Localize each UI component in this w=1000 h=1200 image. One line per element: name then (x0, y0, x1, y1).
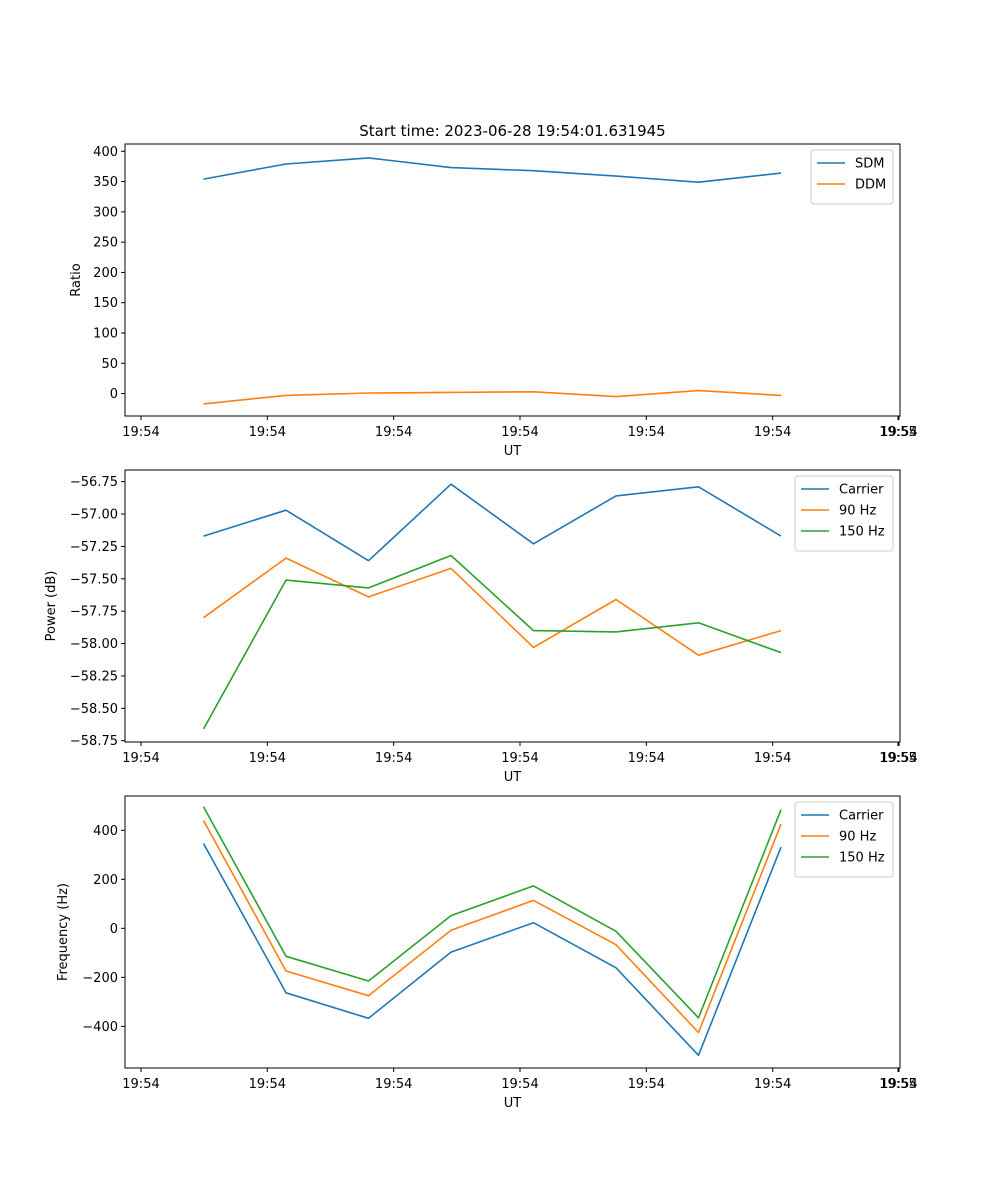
frequency-y-tick-label: −400 (82, 1020, 118, 1035)
frequency-y-tick-label: 400 (93, 824, 118, 839)
ratio-y-tick-label: 200 (93, 266, 118, 281)
frequency-x-tick-label: 19:54 (375, 1077, 412, 1092)
power-series-150-hz-line (202, 554, 782, 730)
ratio-x-axis-label: UT (504, 444, 522, 459)
ratio-legend-label: DDM (855, 178, 886, 193)
power-x-tick-label: 19:54 (122, 751, 159, 766)
power-x-tick-label: 19:54 (628, 751, 665, 766)
power-x-axis-label: UT (504, 770, 522, 785)
ratio-x-tick-label: 19:54 (249, 425, 286, 440)
power-x-tick-label: 19:54 (249, 751, 286, 766)
ratio-x-tick-label: 19:54 (501, 425, 538, 440)
ratio-y-tick-label: 100 (93, 327, 118, 342)
frequency-x-tick-label: 19:55 (879, 1077, 916, 1092)
ratio-y-axis-label: Ratio (69, 263, 84, 296)
power-y-tick-label: −58.75 (70, 734, 118, 749)
power-x-tick-label: 19:54 (880, 751, 917, 766)
frequency-series-carrier-line (202, 843, 782, 1057)
ratio-y-tick-label: 0 (110, 387, 118, 402)
ratio-y-tick-label: 350 (93, 175, 118, 190)
frequency-legend (794, 801, 894, 878)
power-axes-frame (124, 469, 901, 743)
power-x-tick-label: 19:55 (879, 751, 916, 766)
power-y-tick-label: −56.75 (70, 475, 118, 490)
frequency-axes-frame (124, 795, 901, 1069)
ratio-y-tick-label: 300 (93, 205, 118, 220)
ratio-x-tick-label: 19:54 (880, 425, 917, 440)
power-x-tick-label: 19:54 (754, 751, 791, 766)
frequency-x-tick-label: 19:54 (122, 1077, 159, 1092)
power-legend-label: 150 Hz (839, 525, 885, 540)
figure-title: Start time: 2023-06-28 19:54:01.631945 (359, 122, 665, 140)
frequency-y-axis-label: Frequency (Hz) (56, 883, 71, 981)
ratio-x-tick-label: 19:54 (754, 425, 791, 440)
power-y-tick-label: −58.25 (70, 669, 118, 684)
power-series-carrier-line (203, 483, 782, 562)
power-y-tick-label: −57.75 (70, 605, 118, 620)
power-x-tick-label: 19:54 (375, 751, 412, 766)
power-y-tick-label: −57.50 (70, 572, 118, 587)
power-y-tick-label: −57.00 (70, 508, 118, 523)
frequency-x-tick-label: 19:54 (501, 1077, 538, 1092)
frequency-legend-label: 90 Hz (839, 830, 876, 845)
power-legend-label: Carrier (839, 483, 884, 498)
frequency-legend-label: 150 Hz (839, 851, 885, 866)
ratio-y-tick-label: 400 (93, 145, 118, 160)
ratio-series-ddm-line (203, 389, 782, 405)
frequency-x-tick-label: 19:54 (880, 1077, 917, 1092)
power-legend-label: 90 Hz (839, 504, 876, 519)
power-x-tick-label: 19:54 (501, 751, 538, 766)
ratio-y-tick-label: 250 (93, 236, 118, 251)
frequency-y-tick-label: −200 (82, 971, 118, 986)
ratio-y-tick-label: 150 (93, 296, 118, 311)
ratio-series-sdm-line (203, 157, 782, 183)
power-y-tick-label: −57.25 (70, 540, 118, 555)
ratio-x-tick-label: 19:54 (122, 425, 159, 440)
ratio-x-tick-label: 19:54 (375, 425, 412, 440)
frequency-series-150-hz-line (202, 806, 782, 1019)
frequency-x-axis-label: UT (504, 1096, 522, 1111)
frequency-x-tick-label: 19:54 (754, 1077, 791, 1092)
ratio-x-tick-label: 19:54 (628, 425, 665, 440)
frequency-y-tick-label: 200 (93, 873, 118, 888)
frequency-panel: −400 −200 0 200 400 19:54 19:54 19:54 19:54 19:54… (56, 795, 918, 1111)
ratio-y-tick-label: 50 (101, 357, 118, 372)
power-panel: −58.75 −58.50 −58.25 −58.00 −57.75 −57.50 −57.… (44, 469, 918, 785)
power-legend (794, 475, 894, 552)
frequency-y-tick-label: 0 (110, 922, 118, 937)
frequency-legend-label: Carrier (839, 809, 884, 824)
frequency-x-tick-label: 19:54 (249, 1077, 286, 1092)
power-y-axis-label: Power (dB) (44, 571, 59, 642)
power-series-90-hz-line (203, 557, 782, 657)
power-y-tick-label: −58.00 (70, 637, 118, 652)
ratio-x-tick-label: 19:55 (879, 425, 916, 440)
frequency-x-tick-label: 19:54 (628, 1077, 665, 1092)
frequency-series-90-hz-line (202, 820, 782, 1034)
ratio-axes-frame (124, 143, 901, 417)
ratio-legend-label: SDM (855, 157, 884, 172)
power-y-tick-label: −58.50 (70, 702, 118, 717)
